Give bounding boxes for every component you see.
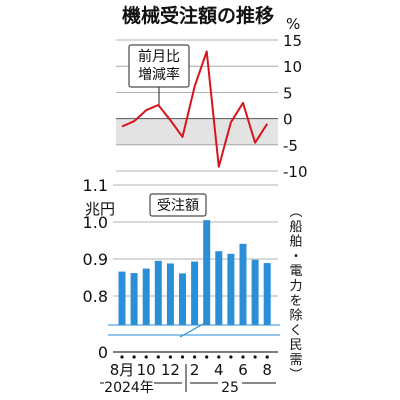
x-tick-dot — [120, 355, 124, 359]
orders-bar — [130, 273, 138, 335]
x-tick-dot — [229, 355, 233, 359]
x-tick-label: 6 — [238, 361, 248, 379]
x-tick-label: 12 — [161, 361, 180, 379]
series-label: 増減率 — [138, 66, 180, 83]
unit-label: % — [286, 15, 300, 33]
orders-bar — [142, 268, 150, 335]
y-tick-label: 0 — [98, 343, 108, 362]
x-tick-dot — [205, 355, 209, 359]
x-tick-dot — [132, 355, 136, 359]
x-tick-dot — [241, 355, 245, 359]
x-tick-dot — [180, 355, 185, 359]
side-note-char: 需 — [289, 353, 302, 368]
orders-bar — [203, 220, 211, 335]
side-note-char: 電 — [289, 264, 302, 279]
y-tick-label: 1.1 — [83, 176, 108, 195]
axis-break-band — [108, 325, 280, 335]
x-tick-dot — [193, 355, 197, 359]
year-label-bg — [104, 378, 154, 396]
x-tick-dot — [156, 355, 160, 359]
series-label-box — [149, 193, 207, 217]
side-note-char: 力 — [289, 279, 302, 294]
y-tick-label: 5 — [283, 84, 293, 102]
orders-bar-chart: 1.1 1.0 0.9 0.8 0 兆円 受注額 8月 10 12 2 4 6 8 2024年 25 ︵船舶・電… — [83, 176, 303, 396]
x-tick-label: 2 — [190, 361, 200, 379]
x-tick-dot — [253, 355, 257, 359]
side-note-char: を — [289, 294, 302, 309]
side-note-char: 船 — [289, 220, 302, 235]
orders-bar — [179, 273, 186, 335]
y-tick-label: 15 — [283, 32, 302, 50]
year-label: 2024年 — [104, 380, 154, 396]
side-note-char: ︵ — [289, 205, 302, 220]
series-label: 前月比 — [138, 48, 180, 65]
x-tick-label: 4 — [214, 361, 224, 379]
orders-bar — [239, 243, 247, 335]
side-note-char: 舶 — [289, 234, 302, 250]
x-tick-dot — [144, 355, 148, 359]
rate-series-line — [121, 50, 269, 168]
orders-bar — [118, 271, 126, 335]
orders-bar — [215, 251, 223, 335]
side-note-char: く — [289, 323, 302, 338]
x-tick-dot — [168, 355, 172, 359]
axis-break-slash — [179, 322, 206, 338]
x-tick-label: 8 — [262, 361, 272, 379]
y-tick-label: 0.9 — [83, 250, 108, 269]
side-note: ︵船舶・電力を除く民需︶ — [289, 205, 302, 383]
y-tick-label: 0 — [283, 111, 293, 129]
orders-bar — [263, 263, 271, 335]
x-tick-dot — [217, 355, 221, 359]
orders-bar — [166, 263, 174, 335]
side-note-char: 除 — [289, 309, 302, 324]
side-note-char: ︶ — [289, 368, 302, 383]
series-label: 受注額 — [157, 198, 199, 214]
y-tick-label: 0.8 — [83, 287, 108, 306]
unit-label: 兆円 — [85, 200, 115, 218]
x-tick-label: 8月 — [110, 361, 135, 379]
y-tick-label: 1.0 — [83, 213, 108, 232]
chart-title: 機械受注額の推移 — [122, 4, 274, 27]
year-label: 25 — [221, 380, 239, 396]
year-label-bg — [218, 378, 242, 396]
orders-bar — [227, 253, 235, 335]
orders-bar — [191, 261, 199, 335]
x-tick-label: 10 — [137, 361, 156, 379]
orders-bar — [251, 259, 259, 335]
y-tick-label: -5 — [283, 137, 298, 155]
y-tick-label: -10 — [283, 163, 308, 181]
x-tick-dot — [265, 355, 269, 359]
side-note-char: 民 — [289, 338, 302, 353]
orders-bar — [154, 260, 162, 335]
side-note-char: ・ — [289, 249, 302, 264]
y-tick-label: 10 — [283, 58, 302, 76]
